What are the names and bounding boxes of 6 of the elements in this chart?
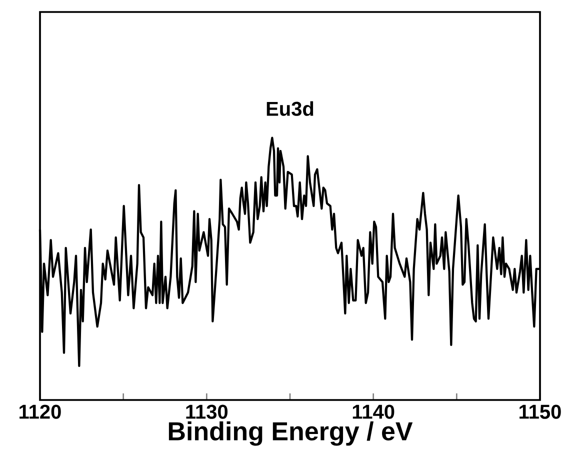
x-tick-label: 1150 [520, 404, 561, 419]
text: Eu3d [266, 101, 314, 116]
x-axis-title: Binding Energy / eV [168, 421, 413, 446]
x-tick-label: 1120 [20, 404, 61, 419]
x-tick-label: 1140 [352, 404, 394, 419]
x-tick-label: 1130 [186, 404, 228, 419]
